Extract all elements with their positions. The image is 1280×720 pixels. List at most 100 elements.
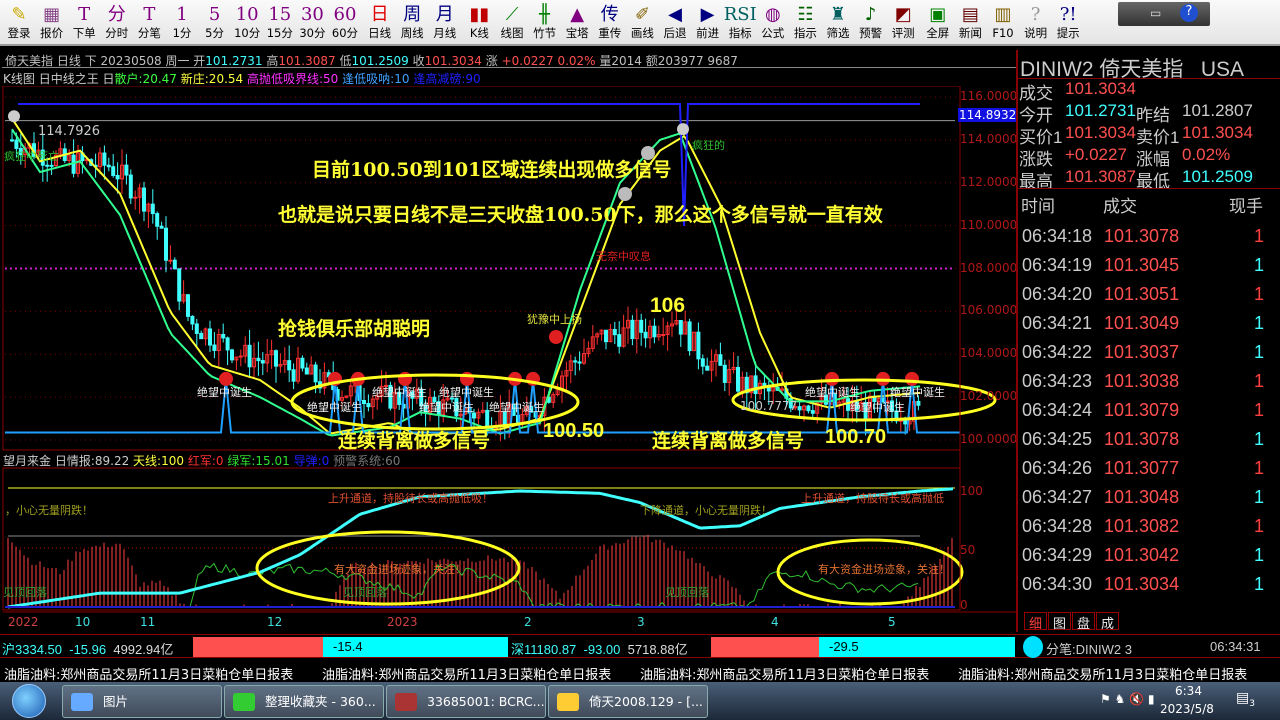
toolbar-button[interactable]: 月月线 (428, 4, 462, 44)
toolbar-button[interactable]: ▣ 全屏 (921, 4, 955, 44)
face-icon (8, 110, 20, 123)
candle-body (696, 331, 701, 360)
candle-body (234, 356, 239, 361)
taskbar-item[interactable]: 倚天2008.129 - [... (548, 685, 708, 718)
toolbar-button[interactable]: ◍ 公式 (756, 4, 790, 44)
toolbar-button[interactable]: RSI 指标 (723, 4, 757, 44)
candle-body (793, 406, 798, 409)
toolbar-button[interactable]: ☷ 指示 (788, 4, 822, 44)
toolbar-icon: ◩ (894, 4, 912, 25)
y-axis-label: 106.0000 (960, 303, 1018, 318)
toolbar-button[interactable]: 5 5分 (198, 4, 232, 44)
toolbar-button[interactable]: ♪ 预警 (854, 4, 888, 44)
y-axis-label: 108.0000 (960, 260, 1018, 275)
toolbar-button[interactable]: ◀ 后退 (658, 4, 692, 44)
candle-body (128, 174, 133, 199)
toolbar-button[interactable]: ✐ 画线 (625, 4, 659, 44)
taskbar-item[interactable]: 33685001: BCRC... (386, 685, 546, 718)
toolbar-button[interactable]: 传重传 (593, 4, 627, 44)
candle-body (661, 334, 666, 337)
toolbar-label: 下单 (72, 26, 96, 40)
quote-value-open: 101.2731 (1065, 101, 1136, 120)
candle-body (916, 400, 921, 406)
date-label: 12 (267, 615, 283, 629)
toolbar-button[interactable]: ⟋ 线图 (495, 4, 529, 44)
toolbar-button[interactable]: ▲ 宝塔 (560, 4, 594, 44)
toolbar-button[interactable]: 10 10分 (230, 4, 264, 44)
candle-body (313, 364, 318, 383)
candle-body (683, 321, 688, 335)
tray-icons[interactable]: ⚑ ♞ 🔇 ▮ (1100, 692, 1155, 706)
candle-body (731, 366, 736, 371)
window-controls[interactable]: ? ▭ (1118, 2, 1210, 26)
help-icon[interactable]: ? (1180, 4, 1198, 22)
toolbar-label: 15分 (266, 26, 293, 40)
toolbar-button[interactable]: 60 60分 (328, 4, 362, 44)
connection-icon[interactable] (1023, 636, 1043, 658)
toolbar-icon: ♪ (864, 4, 877, 25)
candle-body (243, 344, 248, 357)
toolbar-icon: RSI (723, 4, 757, 25)
toolbar-label: 宝塔 (565, 26, 589, 40)
toolbar-button[interactable]: 分分时 (100, 4, 134, 44)
annotation: 100.50 (543, 420, 605, 442)
candle-body (388, 384, 393, 409)
candle-body (225, 337, 230, 351)
toolbar-button[interactable]: T 下单 (67, 4, 101, 44)
toolbar-button[interactable]: ?! 提示 (1051, 4, 1085, 44)
news-ticker[interactable]: 油脂油料:郑州商品交易所11月3日菜粕仓单日报表 油脂油料:郑州商品交易所11月3… (0, 662, 1280, 683)
ticker-item[interactable]: 油脂油料:郑州商品交易所11月3日菜粕仓单日报表 (958, 668, 1248, 683)
candle-body (639, 319, 644, 333)
candle-body (296, 357, 300, 382)
taskbar-item[interactable]: 整理收藏夹 - 360... (224, 685, 384, 718)
ticker-item[interactable]: 油脂油料:郑州商品交易所11月3日菜粕仓单日报表 (4, 668, 294, 683)
kline-chart[interactable] (0, 86, 1016, 632)
toolbar-label: 指标 (728, 26, 752, 40)
y-axis-label: 116.0000 (960, 89, 1018, 103)
panel-tab[interactable]: 成 (1096, 612, 1120, 632)
col-time: 时间 (1021, 197, 1055, 216)
candle-body (643, 331, 648, 339)
toolbar-label: 1分 (172, 26, 192, 40)
toolbar-button[interactable]: 周周线 (395, 4, 429, 44)
annotation: 抢钱俱乐部胡聪明 (278, 318, 431, 340)
toolbar-button[interactable]: ▦ 报价 (35, 4, 69, 44)
keyboard-icon[interactable]: ▭ (1150, 6, 1162, 20)
notification-icon[interactable]: ▤3 (1236, 690, 1255, 709)
candle-body (727, 369, 732, 383)
toolbar-button[interactable]: ▶ 前进 (691, 4, 725, 44)
toolbar-button[interactable]: ♜ 筛选 (821, 4, 855, 44)
toolbar-icon: ⟋ (505, 4, 519, 25)
candle-body (164, 227, 168, 261)
toolbar-icon: ╫ (539, 4, 551, 25)
toolbar-button[interactable]: ✎ 登录 (2, 4, 36, 44)
toolbar-button[interactable]: ▮▮ K线 (462, 4, 496, 44)
toolbar-button[interactable]: T 分笔 (132, 4, 166, 44)
toolbar-button[interactable]: 1 1分 (165, 4, 199, 44)
taskbar-item[interactable]: 图片 (62, 685, 222, 718)
toolbar-button[interactable]: ? 说明 (1019, 4, 1053, 44)
toolbar-button[interactable]: 15 15分 (263, 4, 297, 44)
toolbar-button[interactable]: ▥ F10 (986, 4, 1020, 44)
toolbar-button[interactable]: ╫ 竹节 (528, 4, 562, 44)
panel-tab[interactable]: 盘 (1072, 612, 1096, 632)
toolbar-button[interactable]: 日日线 (363, 4, 397, 44)
toolbar-label: 日线 (368, 26, 392, 40)
date-label: 5 (888, 615, 896, 629)
ticker-item[interactable]: 油脂油料:郑州商品交易所11月3日菜粕仓单日报表 (322, 668, 612, 683)
quote-value-prev: 101.2807 (1182, 101, 1253, 120)
toolbar-button[interactable]: 30 30分 (295, 4, 329, 44)
candle-body (410, 391, 415, 399)
toolbar-button[interactable]: ◩ 评测 (886, 4, 920, 44)
annotation: 连续背离做多信号 (338, 430, 491, 452)
toolbar-label: 10分 (234, 26, 261, 40)
panel-tab[interactable]: 细 (1024, 612, 1048, 632)
green-army-line (189, 562, 919, 608)
candle-body (753, 375, 758, 395)
taskbar-label: 33685001: BCRC... (427, 694, 545, 709)
start-button[interactable] (12, 684, 46, 718)
ticker-item[interactable]: 油脂油料:郑州商品交易所11月3日菜粕仓单日报表 (640, 668, 930, 683)
panel-tab[interactable]: 图 (1048, 612, 1072, 632)
candle-body (551, 394, 556, 403)
toolbar-button[interactable]: ▤ 新闻 (953, 4, 987, 44)
